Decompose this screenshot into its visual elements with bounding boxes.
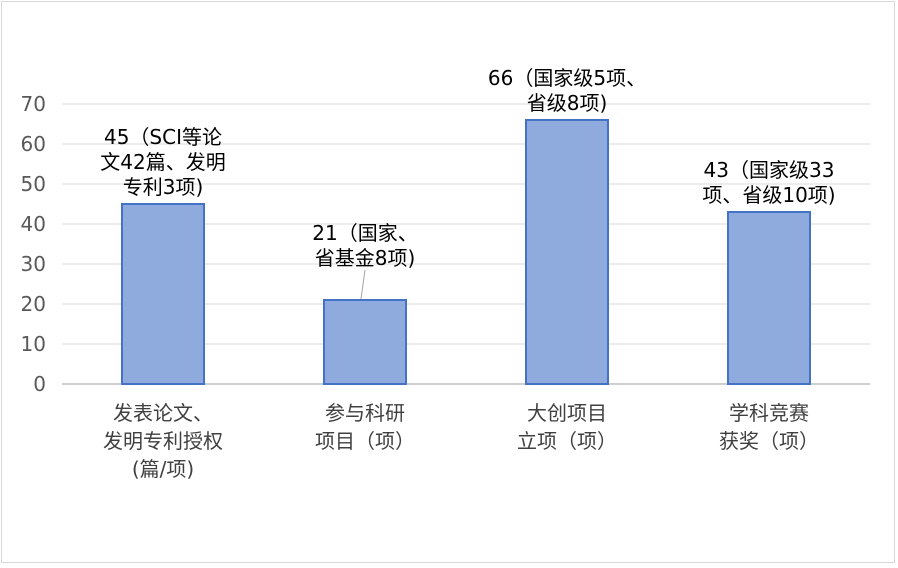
category-label: 发表论文、发明专利授权(篇/项) xyxy=(103,401,223,481)
y-tick-label: 20 xyxy=(21,292,46,316)
data-label: 66（国家级5项、省级8项) xyxy=(488,66,646,115)
y-tick-label: 60 xyxy=(21,132,46,156)
bar xyxy=(323,299,407,385)
y-tick-label: 70 xyxy=(21,92,46,116)
bar xyxy=(727,211,811,385)
data-label-leader xyxy=(360,269,366,300)
bar xyxy=(525,119,609,385)
y-tick-label: 40 xyxy=(21,212,46,236)
y-tick-label: 0 xyxy=(33,372,46,396)
category-label: 参与科研项目（项） xyxy=(315,401,415,453)
data-label: 43（国家级33 项、省级10项) xyxy=(702,158,835,207)
y-tick-label: 10 xyxy=(21,332,46,356)
bar xyxy=(121,203,205,385)
data-label: 45（SCI等论文42篇、发明专利3项) xyxy=(100,125,225,199)
category-label: 大创项目立项（项） xyxy=(517,401,617,453)
data-label: 21（国家、省基金8项) xyxy=(312,221,417,270)
y-tick-label: 50 xyxy=(21,172,46,196)
category-label: 学科竞赛获奖（项） xyxy=(719,401,819,453)
y-tick-label: 30 xyxy=(21,252,46,276)
